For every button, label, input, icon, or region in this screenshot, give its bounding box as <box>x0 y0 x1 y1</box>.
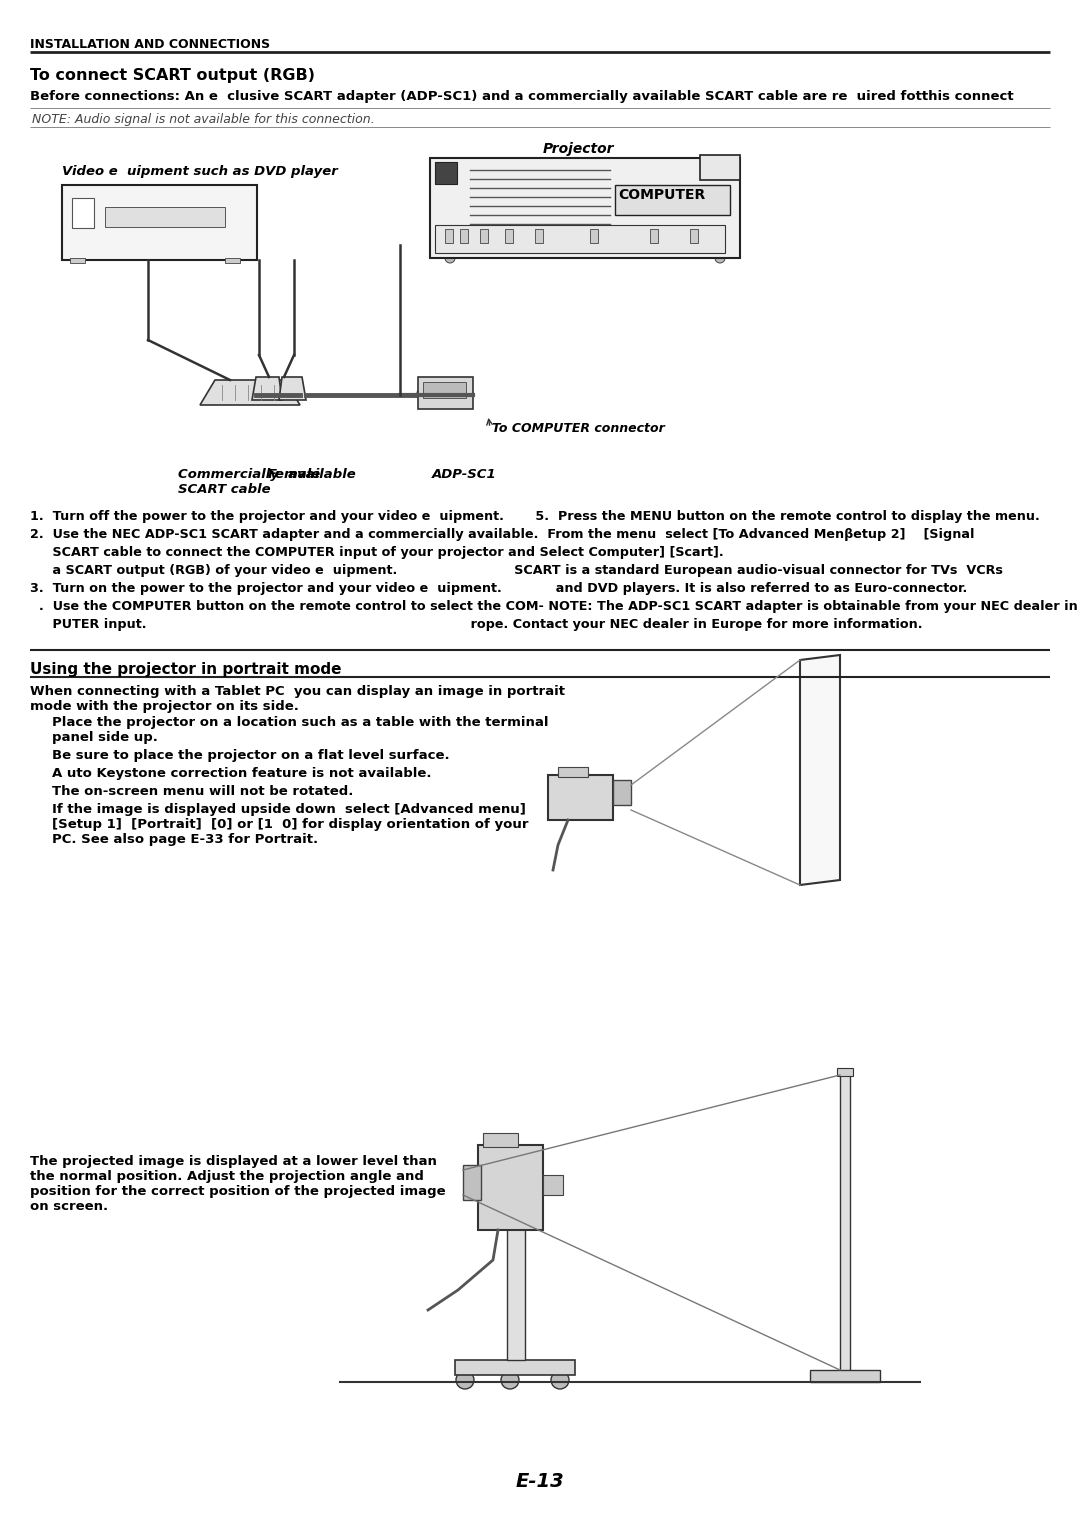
Text: PC. See also page E-33 for Portrait.: PC. See also page E-33 for Portrait. <box>52 833 319 845</box>
Text: 3.  Turn on the power to the projector and your video e  uipment.            and: 3. Turn on the power to the projector an… <box>30 581 968 595</box>
Text: the normal position. Adjust the projection angle and: the normal position. Adjust the projecti… <box>30 1170 423 1183</box>
Text: Before connections: An e  clusive SCART adapter (ADP-SC1) and a commercially ava: Before connections: An e clusive SCART a… <box>30 90 1014 102</box>
Bar <box>505 229 513 243</box>
Text: .  Use the COMPUTER button on the remote control to select the COM- NOTE: The AD: . Use the COMPUTER button on the remote … <box>30 600 1080 613</box>
Text: The projected image is displayed at a lower level than: The projected image is displayed at a lo… <box>30 1155 437 1167</box>
Polygon shape <box>252 377 282 400</box>
Text: 2.  Use the NEC ADP-SC1 SCART adapter and a commercially available.  From the me: 2. Use the NEC ADP-SC1 SCART adapter and… <box>30 528 974 542</box>
Text: a SCART output (RGB) of your video e  uipment.                          SCART is: a SCART output (RGB) of your video e uip… <box>30 565 1003 577</box>
Text: Video e  uipment such as DVD player: Video e uipment such as DVD player <box>62 165 338 179</box>
Text: panel side up.: panel side up. <box>52 731 158 745</box>
Bar <box>548 775 613 819</box>
Bar <box>418 377 473 409</box>
Bar <box>615 185 730 215</box>
Bar <box>507 1144 525 1360</box>
Bar <box>543 1175 563 1195</box>
Text: Female: Female <box>268 468 321 481</box>
Circle shape <box>715 253 725 262</box>
Text: To COMPUTER connector: To COMPUTER connector <box>492 423 665 435</box>
Bar <box>70 258 85 262</box>
Bar <box>62 185 257 259</box>
Bar <box>558 768 588 777</box>
Text: COMPUTER: COMPUTER <box>618 188 705 201</box>
Bar <box>480 229 488 243</box>
Text: ADP-SC1: ADP-SC1 <box>432 468 497 481</box>
Circle shape <box>456 1370 474 1389</box>
Text: [Setup 1]  [Portrait]  [0] or [1  0] for display orientation of your: [Setup 1] [Portrait] [0] or [1 0] for di… <box>52 818 528 832</box>
Text: position for the correct position of the projected image: position for the correct position of the… <box>30 1186 446 1198</box>
Bar <box>535 229 543 243</box>
Bar <box>690 229 698 243</box>
Polygon shape <box>800 655 840 885</box>
Text: PUTER input.                                                                    : PUTER input. <box>30 618 922 630</box>
Bar <box>435 162 457 185</box>
Text: To connect SCART output (RGB): To connect SCART output (RGB) <box>30 69 315 82</box>
Text: E-13: E-13 <box>515 1473 565 1491</box>
Text: mode with the projector on its side.: mode with the projector on its side. <box>30 700 299 713</box>
Bar <box>445 229 453 243</box>
Bar <box>430 159 740 258</box>
Bar <box>478 1144 543 1230</box>
Bar <box>840 1070 850 1380</box>
Polygon shape <box>200 380 300 404</box>
Text: If the image is displayed upside down  select [Advanced menu]: If the image is displayed upside down se… <box>52 803 526 816</box>
Text: A uto Keystone correction feature is not available.: A uto Keystone correction feature is not… <box>52 768 432 780</box>
Text: Place the projector on a location such as a table with the terminal: Place the projector on a location such a… <box>52 716 549 729</box>
Bar <box>225 258 240 262</box>
Circle shape <box>501 1370 519 1389</box>
Bar <box>423 382 465 398</box>
Polygon shape <box>279 377 306 400</box>
Text: Commercially  available: Commercially available <box>178 468 355 481</box>
Text: The on-screen menu will not be rotated.: The on-screen menu will not be rotated. <box>52 784 353 798</box>
Bar <box>810 1370 880 1383</box>
Circle shape <box>465 389 473 397</box>
Text: Using the projector in portrait mode: Using the projector in portrait mode <box>30 662 341 678</box>
Bar <box>483 1132 518 1148</box>
Bar <box>613 780 631 806</box>
Text: INSTALLATION AND CONNECTIONS: INSTALLATION AND CONNECTIONS <box>30 38 270 50</box>
Bar <box>105 208 225 227</box>
Circle shape <box>445 253 455 262</box>
Bar <box>435 224 725 253</box>
Text: When connecting with a Tablet PC  you can display an image in portrait: When connecting with a Tablet PC you can… <box>30 685 565 697</box>
Bar <box>455 1360 575 1375</box>
Circle shape <box>517 1154 529 1166</box>
Circle shape <box>551 1370 569 1389</box>
Text: SCART cable: SCART cable <box>178 484 271 496</box>
Circle shape <box>417 389 426 397</box>
Bar <box>837 1068 853 1076</box>
Bar <box>72 198 94 227</box>
Bar <box>700 156 740 180</box>
Bar <box>590 229 598 243</box>
Bar <box>463 1164 481 1199</box>
Text: SCART cable to connect the COMPUTER input of your projector and Select Computer]: SCART cable to connect the COMPUTER inpu… <box>30 546 724 559</box>
Text: Projector: Projector <box>543 142 615 156</box>
Text: on screen.: on screen. <box>30 1199 108 1213</box>
Text: 1.  Turn off the power to the projector and your video e  uipment.       5.  Pre: 1. Turn off the power to the projector a… <box>30 510 1040 523</box>
Bar <box>460 229 468 243</box>
Text: NOTE: Audio signal is not available for this connection.: NOTE: Audio signal is not available for … <box>32 113 375 127</box>
Text: Be sure to place the projector on a flat level surface.: Be sure to place the projector on a flat… <box>52 749 449 761</box>
Bar <box>650 229 658 243</box>
